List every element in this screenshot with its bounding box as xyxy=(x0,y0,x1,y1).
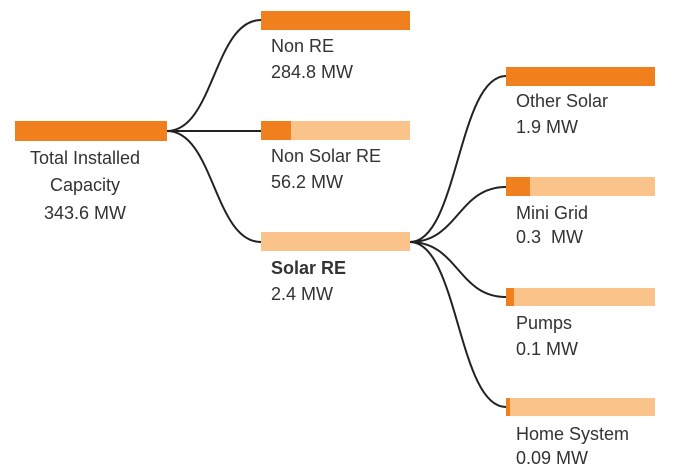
node-label: Total Installed Capacity xyxy=(29,148,141,195)
node-label: Home System xyxy=(516,424,630,444)
link xyxy=(409,241,507,408)
node-value: 56.2 MW xyxy=(271,172,344,192)
node-label: Non RE xyxy=(271,36,335,56)
node-value: 2.4 MW xyxy=(271,284,334,304)
node-bar-fill xyxy=(506,177,530,196)
link xyxy=(409,241,507,298)
link xyxy=(409,186,507,243)
links xyxy=(166,19,507,408)
node-value: 1.9 MW xyxy=(516,117,579,137)
node-bar xyxy=(506,177,655,196)
node-bar-fill xyxy=(506,398,510,416)
node-bar xyxy=(261,232,410,251)
node-label: Non Solar RE xyxy=(271,146,382,166)
link xyxy=(409,75,507,243)
node-label: Mini Grid xyxy=(516,203,589,223)
node-bar-fill xyxy=(506,288,514,306)
node-bar xyxy=(15,121,167,141)
node-value: 0.09 MW xyxy=(516,448,589,468)
node-bar xyxy=(506,67,655,86)
node-value: 0.3 MW xyxy=(516,227,584,247)
node-label: Other Solar xyxy=(516,91,609,111)
node-bar-fill xyxy=(261,121,291,140)
node-label: Pumps xyxy=(516,313,573,333)
node-bar xyxy=(506,398,655,416)
link xyxy=(166,130,262,243)
node-bar xyxy=(506,288,655,306)
node-label: Solar RE xyxy=(271,258,347,278)
node-value: 284.8 MW xyxy=(271,62,354,82)
node-value: 343.6 MW xyxy=(43,203,127,223)
node-bar xyxy=(261,11,410,30)
node-bar xyxy=(261,121,410,140)
node-value: 0.1 MW xyxy=(516,339,579,359)
link xyxy=(166,19,262,132)
